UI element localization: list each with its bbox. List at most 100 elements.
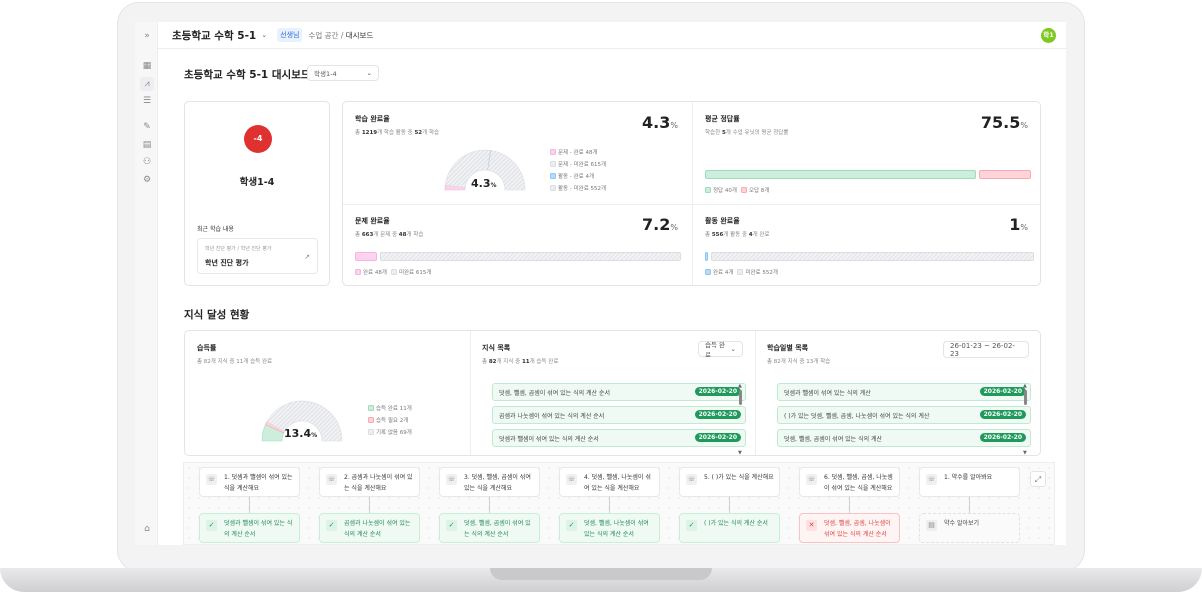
learning-flow-canvas[interactable]: ⤢ ☏ 1. 덧셈과 뺄셈이 섞여 있는 식을 계산해요 ✓ 덧셈과 뺄셈이 섞여 있… — [183, 462, 1055, 545]
users-icon[interactable]: ⚇ — [142, 157, 152, 167]
flow-node-label: 1. 덧셈과 뺄셈이 섞여 있는 식을 계산해요 — [224, 474, 293, 492]
date-badge: 2026-02-20 — [694, 433, 741, 442]
learning-gauge — [444, 149, 526, 191]
flow-result-label: 곱셈과 나눗셈이 섞여 있는 식의 계산 순서 — [344, 520, 411, 538]
check-icon: ✓ — [446, 520, 457, 531]
chart-icon[interactable]: ⩘ — [140, 77, 154, 91]
document-icon[interactable]: ▤ — [142, 140, 152, 150]
flow-connector — [849, 497, 850, 513]
gear-icon[interactable]: ⚙ — [142, 175, 152, 185]
flow-node-label: 6. 덧셈, 뺄셈, 곱셈, 나눗셈이 섞여 있는 식을 계산해요 — [824, 474, 893, 492]
scroll-up-icon[interactable]: ▲ — [1023, 383, 1027, 389]
problem-title: 문제 완료율 — [355, 217, 390, 225]
flow-result-label: 덧셈, 뺄셈, 나눗셈이 섞여 있는 식의 계산 순서 — [584, 520, 649, 538]
list-item[interactable]: 덧셈과 뺄셈이 섞여 있는 식의 계산 순서 2026-02-20 — [492, 429, 746, 447]
check-icon: ✓ — [206, 520, 217, 531]
scrollbar-thumb[interactable] — [1024, 390, 1027, 405]
student-select-value: 학생1-4 — [314, 70, 337, 78]
flow-connector — [369, 497, 370, 513]
activity-bar — [705, 252, 1034, 261]
lesson-icon: ☏ — [206, 474, 217, 485]
expand-icon[interactable]: » — [144, 31, 150, 41]
mastery-filter-select[interactable]: 습득 완료 ⌄ — [698, 341, 743, 359]
todo-segment — [379, 252, 681, 261]
date-badge: 2026-02-20 — [979, 433, 1026, 442]
section-title: 지식 달성 현황 — [184, 309, 250, 321]
flow-node[interactable]: ☏ 4. 덧셈, 뺄셈, 나눗셈이 섞여 있는 식을 계산해요 — [559, 467, 660, 497]
mastery-header: 습득률 총 82개 지식 중 11개 습득 완료 — [197, 343, 272, 365]
date-badge: 2026-02-20 — [694, 410, 741, 419]
x-icon: ✕ — [806, 520, 817, 531]
flow-node-label: 2. 곱셈과 나눗셈이 섞여 있는 식을 계산해요 — [344, 474, 413, 492]
done-segment — [355, 252, 377, 261]
list-item[interactable]: 덧셈, 뺄셈, 곱셈이 섞여 있는 식의 계산 2026-02-20 — [777, 429, 1031, 447]
student-select[interactable]: 학생1-4 ⌄ — [307, 65, 379, 81]
lesson-icon: ☏ — [326, 474, 337, 485]
chevron-down-icon[interactable]: ⌄ — [261, 31, 268, 39]
date-range-picker[interactable]: 26-01-23 ~ 26-02-23 — [943, 341, 1029, 358]
flow-node[interactable]: ☏ 2. 곱셈과 나눗셈이 섞여 있는 식을 계산해요 — [319, 467, 420, 497]
list-item-label: 덧셈과 뺄셈이 섞여 있는 식의 계산 — [784, 389, 871, 397]
problem-rate: 문제 완료율 총 663개 문제 중 48개 학습 — [355, 216, 423, 238]
flow-result-label: 약수 알아보기 — [944, 520, 980, 527]
flow-result-ok[interactable]: ✓ 덧셈과 뺄셈이 섞여 있는 식의 계산 순서 — [199, 513, 300, 543]
accuracy-subtitle: 학습한 5개 수업 유닛의 평균 정답률 — [705, 130, 789, 136]
learning-gauge-value: 4.3% — [471, 177, 497, 190]
list-item[interactable]: 곱셈과 나눗셈이 섞여 있는 식의 계산 순서 2026-02-20 — [492, 406, 746, 424]
list-item-label: 덧셈과 뺄셈이 섞여 있는 식의 계산 순서 — [499, 435, 599, 443]
flow-result-none[interactable]: ▤ 약수 알아보기 — [919, 513, 1020, 543]
flow-node-label: 3. 덧셈, 뺄셈, 곱셈이 섞여 있는 식을 계산해요 — [464, 474, 531, 492]
mastery-legend: 습득 완료 11개 습득 필요 2개 기록 없음 69개 — [368, 404, 412, 436]
daily-list-title: 학습일별 목록 — [767, 344, 809, 352]
flow-node-label: 1. 약수를 알아봐요 — [944, 474, 993, 481]
flow-node[interactable]: ☏ 1. 약수를 알아봐요 — [919, 467, 1020, 497]
flow-result-ok[interactable]: ✓ ( )가 있는 식의 계산 순서 — [679, 513, 780, 543]
stats-card: 학습 완료율 총 1219개 학습 활동 중 52개 학습 4.3% 4.3% … — [342, 101, 1041, 286]
accuracy-rate: 평균 정답률 학습한 5개 수업 유닛의 평균 정답률 — [705, 114, 788, 136]
list-item[interactable]: 덧셈, 뺄셈, 곱셈이 섞여 있는 식의 계산 순서 2026-02-20 — [492, 383, 746, 401]
flow-result-label: 덧셈, 뺄셈, 곱셈, 나눗셈이 섞여 있는 식의 계산 순서 — [824, 520, 891, 538]
flow-node[interactable]: ☏ 3. 덧셈, 뺄셈, 곱셈이 섞여 있는 식을 계산해요 — [439, 467, 540, 497]
daily-list: 학습일별 목록 총 82개 지식 중 13개 학습 26-01-23 ~ 26-… — [767, 341, 1047, 456]
mastery-gauge — [261, 400, 343, 442]
scroll-down-icon[interactable]: ▼ — [1023, 450, 1027, 456]
check-icon: ✓ — [686, 520, 697, 531]
external-link-icon[interactable]: ↗ — [304, 253, 310, 261]
student-badge: -4 — [244, 125, 272, 153]
avatar[interactable]: 학1 — [1041, 28, 1056, 43]
breadcrumb-item[interactable]: 수업 공간 — [308, 30, 339, 40]
map-icon[interactable]: ▦ — [142, 61, 152, 71]
flow-node[interactable]: ☏ 5. ( )가 있는 식을 계산해요 — [679, 467, 780, 497]
scrollbar-thumb[interactable] — [739, 390, 742, 405]
flow-result-label: 덧셈과 뺄셈이 섞여 있는 식의 계산 순서 — [224, 520, 293, 538]
problem-bar — [355, 252, 682, 261]
flow-connector — [489, 497, 490, 513]
scroll-up-icon[interactable]: ▲ — [738, 383, 742, 389]
activity-legend: 완료 4개 미완료 552개 — [705, 268, 778, 276]
list-icon[interactable]: ☰ — [142, 96, 152, 106]
flow-result-ok[interactable]: ✓ 덧셈, 뺄셈, 나눗셈이 섞여 있는 식의 계산 순서 — [559, 513, 660, 543]
laptop-notch — [490, 568, 712, 580]
fullscreen-icon[interactable]: ⤢ — [1030, 471, 1046, 487]
problem-subtitle: 총 663개 문제 중 48개 학습 — [355, 232, 424, 238]
flow-result-label: 덧셈, 뺄셈, 곱셈이 섞여 있는 식의 계산 순서 — [464, 520, 531, 538]
list-item[interactable]: ( )가 있는 덧셈, 뺄셈, 곱셈, 나눗셈이 섞여 있는 식의 계산 2026… — [777, 406, 1031, 424]
flow-result-ok[interactable]: ✓ 덧셈, 뺄셈, 곱셈이 섞여 있는 식의 계산 순서 — [439, 513, 540, 543]
pencil-icon[interactable]: ✎ — [143, 122, 151, 132]
scroll-down-icon[interactable]: ▼ — [738, 450, 742, 456]
learning-rate: 학습 완료율 총 1219개 학습 활동 중 52개 학습 — [355, 114, 439, 136]
list-item[interactable]: 덧셈과 뺄셈이 섞여 있는 식의 계산 2026-02-20 — [777, 383, 1031, 401]
flow-result-ok[interactable]: ✓ 곱셈과 나눗셈이 섞여 있는 식의 계산 순서 — [319, 513, 420, 543]
flow-node[interactable]: ☏ 1. 덧셈과 뺄셈이 섞여 있는 식을 계산해요 — [199, 467, 300, 497]
home-icon[interactable]: ⌂ — [144, 524, 150, 534]
mastery-title: 습득률 — [197, 344, 217, 352]
document-icon: ▤ — [926, 520, 937, 531]
course-title[interactable]: 초등학교 수학 5-1 — [172, 29, 257, 42]
flow-node[interactable]: ☏ 6. 덧셈, 뺄셈, 곱셈, 나눗셈이 섞여 있는 식을 계산해요 — [799, 467, 900, 497]
flow-result-bad[interactable]: ✕ 덧셈, 뺄셈, 곱셈, 나눗셈이 섞여 있는 식의 계산 순서 — [799, 513, 900, 543]
header: 초등학교 수학 5-1 ⌄ 선생님 수업 공간 / 대시보드 학1 — [158, 22, 1066, 49]
activity-title: 활동 완료율 — [705, 217, 740, 225]
done-segment — [705, 252, 708, 261]
flow-connector — [729, 497, 730, 513]
recent-item[interactable]: 학년 진단 평가 / 학년 진단 평가 학년 진단 평가 ↗ — [197, 238, 318, 274]
